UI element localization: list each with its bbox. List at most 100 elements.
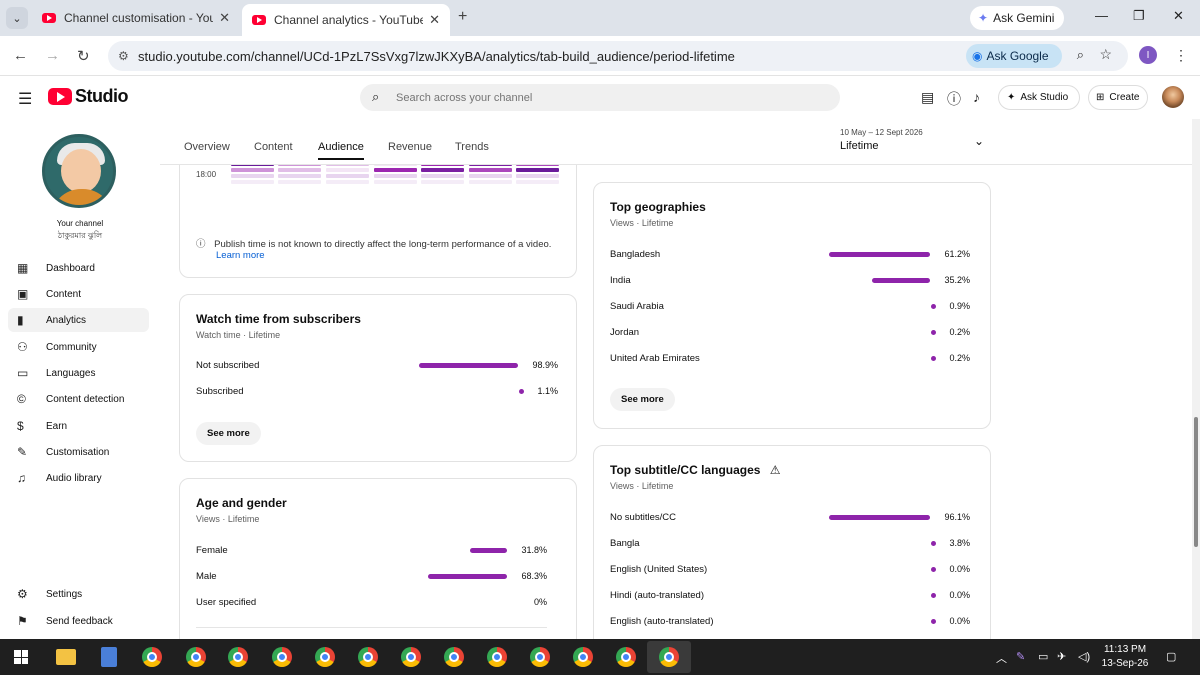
- chrome-icon[interactable]: [358, 647, 378, 667]
- clock-date: 13-Sep-26: [1101, 658, 1149, 669]
- chrome-icon[interactable]: [315, 647, 335, 667]
- warning-icon[interactable]: ⚠: [769, 463, 781, 477]
- row-label: English (United States): [610, 564, 708, 575]
- url-text[interactable]: studio.youtube.com/channel/UCd-1PzL7SsVx…: [138, 49, 735, 64]
- battery-icon[interactable]: ▭: [1038, 651, 1049, 663]
- create-button[interactable]: ⊞ Create: [1088, 85, 1148, 110]
- heatmap-cell: [231, 168, 274, 172]
- ask-studio-button[interactable]: ✦ Ask Studio: [998, 85, 1080, 110]
- chrome-icon[interactable]: [616, 647, 636, 667]
- tab-trends[interactable]: Trends: [455, 141, 489, 153]
- restore-icon[interactable]: ❐: [1133, 8, 1145, 23]
- gemini-sparkle-icon: ✦: [978, 11, 989, 25]
- chrome-icon[interactable]: [272, 647, 292, 667]
- tray-chevron-icon[interactable]: ︿: [996, 653, 1007, 665]
- heatmap-cell: [421, 180, 464, 184]
- search-input[interactable]: [396, 89, 816, 106]
- divider: [196, 627, 547, 628]
- browser-menu-icon[interactable]: ⋮: [1174, 47, 1188, 63]
- chrome-icon[interactable]: [401, 647, 421, 667]
- pen-icon[interactable]: ✎: [1016, 651, 1026, 663]
- back-icon[interactable]: ←: [13, 47, 28, 64]
- ask-google-button[interactable]: ◉ Ask Google: [966, 44, 1062, 68]
- chrome-icon[interactable]: [573, 647, 593, 667]
- page-scrollbar[interactable]: [1192, 119, 1200, 639]
- scrollbar-thumb[interactable]: [1194, 417, 1198, 547]
- notifications-bell-icon[interactable]: ♪: [973, 89, 980, 105]
- new-tab-icon[interactable]: +: [458, 8, 468, 25]
- see-more-button[interactable]: See more: [610, 388, 675, 411]
- account-avatar[interactable]: [1162, 86, 1184, 108]
- learn-more-link[interactable]: Learn more: [216, 250, 265, 261]
- youtube-logo-icon[interactable]: [48, 88, 72, 105]
- chrome-icon[interactable]: [228, 647, 248, 667]
- your-channel-label: Your channel: [56, 219, 104, 228]
- feedback-message-icon[interactable]: ▤: [921, 89, 935, 105]
- gear-icon: ⚙: [17, 587, 28, 601]
- heatmap-cell: [469, 168, 512, 172]
- hamburger-menu-icon[interactable]: ☰: [18, 91, 33, 108]
- site-settings-icon[interactable]: ⚙: [118, 49, 129, 63]
- channel-search[interactable]: ⌕: [360, 84, 840, 111]
- sidebar-item-label: Earn: [46, 420, 68, 432]
- sidebar-item-send-feedback[interactable]: ⚑ Send feedback: [8, 609, 149, 633]
- browser-tab-customisation[interactable]: Channel customisation - YouTub ✕: [32, 4, 240, 32]
- sidebar-item-languages[interactable]: ▭ Languages: [8, 361, 149, 385]
- sidebar-item-earn[interactable]: $ Earn: [8, 414, 149, 438]
- sidebar-item-dashboard[interactable]: ▦ Dashboard: [8, 256, 149, 280]
- chrome-icon[interactable]: [142, 647, 162, 667]
- tab-title: Channel analytics - YouTube Stu: [274, 13, 424, 27]
- sidebar-item-content-detection[interactable]: © Content detection: [8, 387, 149, 411]
- heatmap-cell: [374, 180, 417, 184]
- card-subtitle: Watch time · Lifetime: [196, 330, 281, 340]
- omnibox[interactable]: ⚙ studio.youtube.com/channel/UCd-1PzL7Ss…: [108, 41, 1128, 71]
- sidebar-item-content[interactable]: ▣ Content: [8, 282, 149, 306]
- tab-revenue[interactable]: Revenue: [388, 141, 433, 153]
- reload-icon[interactable]: ↻: [77, 48, 90, 65]
- chrome-icon[interactable]: [444, 647, 464, 667]
- chrome-icon[interactable]: [186, 647, 206, 667]
- sidebar-item-community[interactable]: ⚇ Community: [8, 335, 149, 359]
- tab-audience[interactable]: Audience: [318, 141, 364, 160]
- file-explorer-icon[interactable]: [56, 649, 76, 665]
- bookmark-star-icon[interactable]: ☆: [1099, 46, 1112, 62]
- browser-tab-analytics[interactable]: Channel analytics - YouTube Stu ✕: [242, 4, 450, 36]
- channel-avatar[interactable]: [42, 134, 116, 208]
- network-icon[interactable]: ✈: [1057, 651, 1067, 663]
- chevron-down-icon: ⌄: [974, 134, 985, 148]
- studio-brand[interactable]: Studio: [75, 86, 129, 106]
- volume-icon[interactable]: ◁): [1078, 651, 1091, 663]
- chrome-icon[interactable]: [487, 647, 507, 667]
- zoom-icon[interactable]: ⌕: [1076, 47, 1084, 62]
- tab-overview[interactable]: Overview: [184, 141, 230, 153]
- tab-content[interactable]: Content: [254, 141, 293, 153]
- notification-center-icon[interactable]: ▢: [1166, 651, 1177, 663]
- row-bar: [428, 574, 507, 579]
- chrome-icon[interactable]: [530, 647, 550, 667]
- calculator-icon[interactable]: [101, 647, 117, 667]
- taskbar-clock[interactable]: 11:13 PM 13-Sep-26: [1098, 643, 1152, 671]
- minimize-icon[interactable]: —: [1095, 8, 1108, 23]
- tab-search-icon[interactable]: ⌄: [6, 7, 28, 29]
- sidebar-item-analytics[interactable]: ▮ Analytics: [8, 308, 149, 332]
- row-label: Not subscribed: [196, 360, 260, 371]
- help-icon[interactable]: ⓘ: [947, 91, 961, 107]
- period-range: 10 May – 12 Sept 2026: [840, 128, 923, 137]
- sidebar-item-label: Audio library: [46, 472, 102, 484]
- ask-gemini-button[interactable]: ✦ Ask Gemini: [970, 6, 1064, 30]
- forward-icon[interactable]: →: [45, 47, 60, 64]
- sidebar-item-settings[interactable]: ⚙ Settings: [8, 582, 149, 606]
- profile-avatar[interactable]: I: [1139, 46, 1157, 64]
- close-tab-icon[interactable]: ✕: [429, 12, 440, 27]
- sidebar-item-audio-library[interactable]: ♫ Audio library: [8, 466, 149, 490]
- windows-start-icon[interactable]: [14, 650, 28, 664]
- heatmap-cell: [278, 174, 321, 178]
- sidebar-item-customisation[interactable]: ✎ Customisation: [8, 440, 149, 464]
- close-window-icon[interactable]: ✕: [1173, 8, 1184, 23]
- geo-row: Bangladesh 61.2%: [610, 249, 970, 263]
- see-more-button[interactable]: See more: [196, 422, 261, 445]
- chrome-icon[interactable]: [659, 647, 679, 667]
- close-tab-icon[interactable]: ✕: [219, 10, 230, 25]
- subtitle-languages-card: Top subtitle/CC languages ⚠ Views · Life…: [593, 445, 991, 639]
- period-selector[interactable]: 10 May – 12 Sept 2026 Lifetime ⌄: [840, 128, 984, 152]
